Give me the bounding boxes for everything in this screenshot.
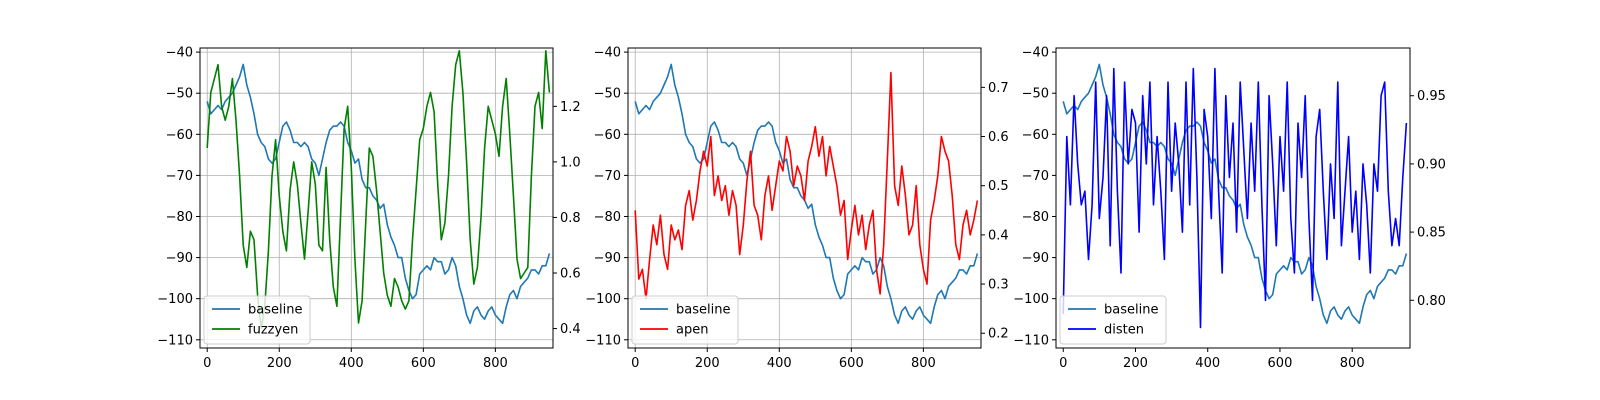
y-tick-label: −90: [166, 251, 193, 266]
series-line-baseline: [634, 63, 979, 325]
x-tick-label: 0: [203, 356, 211, 371]
x-tick-label: 400: [339, 356, 364, 371]
axes-frame: [199, 47, 554, 349]
y2-tick-label: 0.4: [988, 228, 1009, 243]
y-tick-label: −100: [1013, 292, 1049, 307]
y2-tick-label: 0.5: [988, 179, 1009, 194]
x-tick-label: 200: [1123, 356, 1148, 371]
y2-tick-label: 0.80: [1417, 294, 1446, 309]
x-tick-label: 200: [695, 356, 720, 371]
y-tick-label: −90: [594, 251, 621, 266]
x-tick-label: 400: [767, 356, 792, 371]
y-tick-label: −110: [1013, 333, 1049, 348]
x-tick-label: 600: [1268, 356, 1293, 371]
axes-frame: [1055, 47, 1411, 349]
y2-tick-label: 0.3: [988, 278, 1009, 293]
y-tick-label: −40: [166, 46, 193, 61]
y-tick-label: −110: [157, 333, 193, 348]
y-tick-label: −60: [1022, 128, 1049, 143]
axes-frame: [627, 47, 982, 349]
legend-box: [631, 295, 739, 345]
y2-tick-label: 0.8: [560, 211, 581, 226]
legend-label-fuzzyen: fuzzyen: [248, 323, 298, 338]
y-tick-label: −60: [166, 128, 193, 143]
legend-label-baseline: baseline: [248, 303, 302, 318]
x-tick-label: 0: [1059, 356, 1067, 371]
x-tick-label: 400: [1195, 356, 1220, 371]
y-tick-label: −110: [585, 333, 621, 348]
y2-tick-label: 0.6: [560, 267, 581, 282]
x-tick-label: 600: [839, 356, 864, 371]
y-tick-label: −70: [166, 169, 193, 184]
y-tick-label: −50: [594, 87, 621, 102]
series-line-apen: [634, 71, 979, 300]
y-tick-label: −100: [585, 292, 621, 307]
y-tick-label: −50: [166, 87, 193, 102]
y-tick-label: −60: [594, 128, 621, 143]
x-tick-label: 800: [1340, 356, 1365, 371]
y-tick-label: −40: [594, 46, 621, 61]
y2-tick-label: 0.6: [988, 130, 1009, 145]
y-tick-label: −80: [1022, 210, 1049, 225]
legend-box: [203, 295, 311, 345]
y2-tick-label: 0.4: [560, 322, 581, 337]
x-tick-label: 600: [411, 356, 436, 371]
series-line-disten: [1062, 67, 1408, 329]
legend-label-baseline: baseline: [676, 303, 730, 318]
y-tick-label: −70: [594, 169, 621, 184]
y2-tick-label: 0.7: [988, 81, 1009, 96]
series-line-baseline: [1062, 63, 1408, 325]
x-tick-label: 200: [267, 356, 292, 371]
y2-tick-label: 0.2: [988, 327, 1009, 342]
legend-label-disten: disten: [1104, 323, 1144, 338]
y2-tick-label: 0.90: [1417, 157, 1446, 172]
y-tick-label: −80: [594, 210, 621, 225]
y2-tick-label: 0.95: [1417, 89, 1446, 104]
legend-label-apen: apen: [676, 323, 708, 338]
y2-tick-label: 1.0: [560, 155, 581, 170]
y-tick-label: −90: [1022, 251, 1049, 266]
y-tick-label: −80: [166, 210, 193, 225]
legend-box: [1059, 295, 1167, 345]
chart-panel-2: 0 200 400 600 800 −40 −50 −60 −70 −80 −90 −100 −110 0…: [585, 46, 1008, 371]
y2-tick-label: 0.85: [1417, 226, 1446, 241]
x-tick-label: 0: [631, 356, 639, 371]
x-tick-label: 800: [483, 356, 508, 371]
y2-tick-label: 1.2: [560, 100, 581, 115]
y-tick-label: −40: [1022, 46, 1049, 61]
x-tick-label: 800: [911, 356, 936, 371]
y-tick-label: −100: [157, 292, 193, 307]
y-tick-label: −50: [1022, 87, 1049, 102]
y-tick-label: −70: [1022, 169, 1049, 184]
chart-panel-1: 0 200 400 600 800 −40 −50 −60 −70 −80 −90 −100 −110 0…: [157, 46, 580, 371]
chart-panel-3: 0 200 400 600 800 −40 −50 −60 −70 −80 −90 −100 −110 0…: [1013, 46, 1446, 371]
legend-label-baseline: baseline: [1104, 303, 1158, 318]
